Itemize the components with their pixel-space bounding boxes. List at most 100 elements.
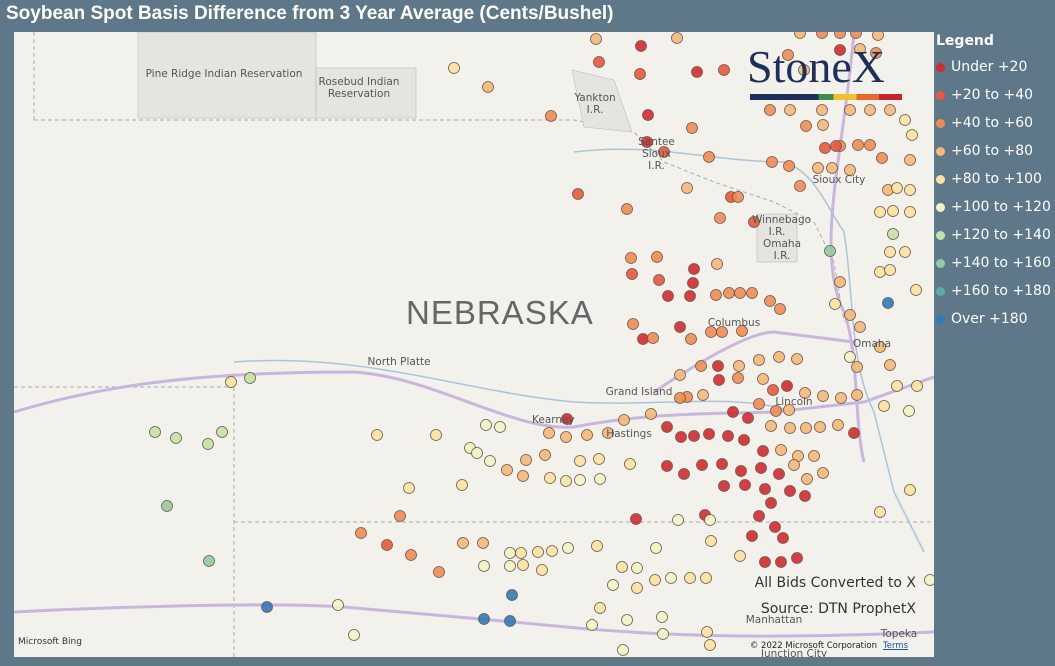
bid-dot [661,460,673,472]
bid-dot [532,546,544,558]
legend-item: +40 to +60 [936,109,1051,137]
bid-dot [656,611,668,623]
bid-dot [616,561,628,573]
bid-dot [637,333,649,345]
bid-dot [697,389,709,401]
bid-dot [864,139,876,151]
bid-dot [684,290,696,302]
bid-dot [799,387,811,399]
bid-dot [757,373,769,385]
bid-dot [478,560,490,572]
bid-dot [546,545,558,557]
terms-link[interactable]: Terms [882,641,908,651]
bid-dot [765,420,777,432]
bid-dot [657,628,669,640]
bid-dot [456,479,468,491]
bid-dot [688,430,700,442]
bid-dot [814,421,826,433]
place-label: Manhattan [745,614,803,626]
bid-dot [759,556,771,568]
bid-dot [203,555,215,567]
bid-dot [884,246,896,258]
bid-dot [791,552,803,564]
reservation [315,67,417,119]
bid-dot [625,252,637,264]
bid-dot [732,191,744,203]
bid-dot [899,246,911,258]
bid-dot [799,490,811,502]
bid-dot [504,547,516,559]
bid-dot [769,521,781,533]
bid-dot [494,421,506,433]
place-label: Pine Ridge Indian Reservation [145,68,303,80]
bid-dot [755,462,767,474]
bid-dot [482,81,494,93]
bid-dot [816,104,828,116]
bid-dot [746,530,758,542]
bid-dot [734,287,746,299]
bid-dot [817,390,829,402]
legend-item: Over +180 [936,305,1051,333]
bid-dot [770,405,782,417]
bid-dot [672,514,684,526]
bid-dot [394,510,406,522]
bid-dot [718,64,730,76]
note: All Bids Converted to X [754,575,916,591]
place-label: Lincoln [775,396,813,408]
bid-dot [621,203,633,215]
legend-label: +60 to +80 [951,143,1034,159]
bid-dot [775,556,787,568]
bid-dot [244,372,256,384]
place-label: Topeka [880,628,918,640]
bid-dot [723,287,735,299]
bid-dot [631,582,643,594]
bid-dot [661,421,673,433]
bid-dot [561,413,573,425]
bid-dot [816,32,828,39]
bid-dot [876,152,888,164]
state-label: NEBRASKA [406,294,594,331]
bid-dot [775,444,787,456]
bid-dot [480,419,492,431]
bid-dot [448,62,460,74]
bid-dot [753,354,765,366]
bid-dot [884,104,896,116]
legend-item: +120 to +140 [936,221,1051,249]
bid-dot [594,602,606,614]
bid-dot [627,318,639,330]
bid-dot [718,480,730,492]
bid-dot [791,353,803,365]
bid-dot [835,392,847,404]
bid-dot [626,268,638,280]
bid-dot [471,447,483,459]
bid-dot [574,455,586,467]
bid-dot [504,615,516,627]
bid-dot [591,540,603,552]
place-label: Kearney [532,414,575,426]
bid-dot [348,629,360,641]
bid-dot [884,359,896,371]
bid-dot [621,614,633,626]
map[interactable]: NEBRASKA StoneX All Bids Converted to X … [14,32,934,657]
bid-dot [874,266,886,278]
legend-label: +160 to +180 [951,283,1051,299]
legend-label: +80 to +100 [951,171,1042,187]
bid-dot [874,341,886,353]
place-label: Sioux City [812,174,866,186]
bid-dot [686,122,698,134]
legend-label: +20 to +40 [951,87,1034,103]
legend-swatch [936,62,945,72]
bid-dot [734,550,746,562]
bid-dot [675,431,687,443]
bid-dot [736,325,748,337]
bid-dot [733,360,745,372]
bid-dot [887,228,899,240]
bid-dot [674,392,686,404]
copyright: © 2022 Microsoft Corporation Terms [750,641,908,651]
legend-label: +140 to +160 [951,255,1051,271]
bid-dot [826,162,838,174]
bid-dot [641,136,653,148]
bid-dot [788,459,800,471]
bid-dot [899,114,911,126]
place-label: Grand Island [605,386,673,398]
